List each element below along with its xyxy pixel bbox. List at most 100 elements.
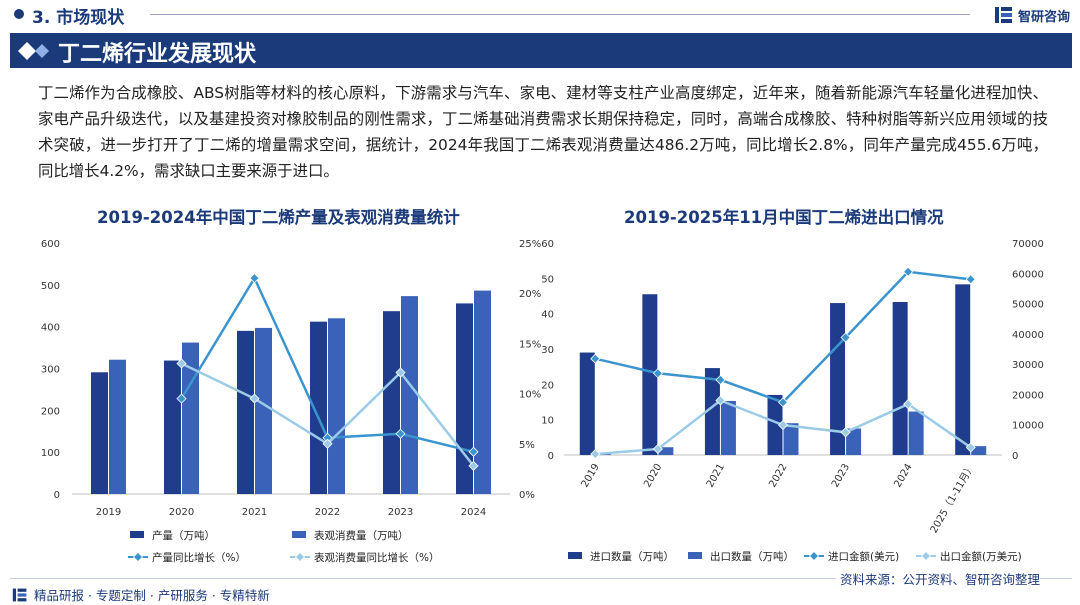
right-x-tick: 2020 <box>642 462 664 490</box>
title-banner: 丁二烯行业发展现状 <box>10 33 1072 68</box>
line-point <box>715 395 726 406</box>
left-x-tick: 2022 <box>315 507 340 518</box>
bar <box>237 330 254 494</box>
line-point <box>322 438 333 449</box>
line-point <box>249 393 260 404</box>
bar <box>579 352 595 455</box>
line-point <box>468 446 479 457</box>
right-y-tick: 30 <box>541 345 554 356</box>
legend-item-label: 表观消费量（万吨） <box>314 529 409 542</box>
legend-item-swatch <box>130 531 144 538</box>
right-y2-tick: 60000 <box>1012 269 1044 280</box>
bar <box>908 411 924 455</box>
bar <box>783 423 799 455</box>
line-point <box>590 353 601 364</box>
right-y-tick: 0 <box>548 451 554 462</box>
brand-logo-icon <box>994 7 1012 23</box>
bar <box>383 311 400 494</box>
top-divider <box>150 14 970 15</box>
line-point <box>903 266 914 277</box>
bar <box>892 302 908 455</box>
right-x-tick: 2022 <box>767 462 789 490</box>
bar <box>846 428 862 455</box>
right-y-tick: 10 <box>541 416 554 427</box>
legend-item-label: 产量同比增长（%） <box>152 551 246 564</box>
right-y2-tick: 20000 <box>1012 390 1044 401</box>
right-y2-tick: 0 <box>1012 451 1018 462</box>
left-x-tick: 2019 <box>96 507 121 518</box>
legend-item-swatch <box>292 531 306 538</box>
right-x-tick: 2023 <box>830 462 852 490</box>
legend-item-label: 进口数量（万吨） <box>590 550 674 563</box>
line-point <box>176 393 187 404</box>
bar <box>658 447 674 455</box>
section-dot-icon <box>14 9 24 19</box>
left-chart-title: 2019-2024年中国丁二烯产量及表观消费量统计 <box>97 208 460 227</box>
bar <box>164 360 181 494</box>
left-y2-tick: 0% <box>519 490 535 501</box>
left-y2-tick: 5% <box>519 440 535 451</box>
right-chart-title: 2019-2025年11月中国丁二烯进出口情况 <box>624 208 944 227</box>
left-y-tick: 200 <box>41 406 60 417</box>
line-point <box>777 419 789 431</box>
footer-logo-icon <box>12 588 27 601</box>
brand-name: 智研咨询 <box>1017 9 1070 25</box>
section-title: 3. 市场现状 <box>32 8 125 28</box>
right-x-tick: 2024 <box>892 462 914 490</box>
line-point <box>715 374 726 385</box>
left-x-tick: 2020 <box>169 507 194 518</box>
right-y2-tick: 50000 <box>1012 300 1044 311</box>
left-y2-tick: 20% <box>519 289 541 300</box>
legend-item-label: 进口金额(美元) <box>828 550 899 563</box>
line-point <box>468 460 479 471</box>
right-x-tick: 2019 <box>580 462 602 490</box>
right-y2-tick: 70000 <box>1012 239 1044 250</box>
bar <box>255 327 272 494</box>
footer-divider <box>10 578 1072 579</box>
bar <box>720 400 736 455</box>
legend-item-swatch <box>688 552 702 559</box>
legend-item-marker <box>294 551 306 563</box>
right-y2-tick: 30000 <box>1012 360 1044 371</box>
bar <box>328 318 345 494</box>
left-y-tick: 600 <box>41 239 60 250</box>
top-bar: 3. 市场现状 智研咨询 <box>0 0 1080 32</box>
left-y2-tick: 25% <box>519 239 541 250</box>
right-y2-tick: 10000 <box>1012 421 1044 432</box>
line-point <box>395 367 406 378</box>
left-y-tick: 500 <box>41 281 60 292</box>
right-y-tick: 60 <box>541 239 554 250</box>
left-y-tick: 0 <box>54 490 60 501</box>
brand: 智研咨询 <box>994 4 1070 26</box>
legend-item-label: 出口金额(万美元) <box>940 550 1022 563</box>
right-y2-tick: 40000 <box>1012 330 1044 341</box>
intro-paragraph: 丁二烯作为合成橡胶、ABS树脂等材料的核心原料，下游需求与汽车、家电、建材等支柱… <box>38 84 1048 180</box>
left-y-tick: 100 <box>41 448 60 459</box>
line-point <box>176 358 187 369</box>
right-y-tick: 20 <box>541 380 554 391</box>
left-y2-tick: 15% <box>519 339 541 350</box>
left-y2-tick: 10% <box>519 390 541 401</box>
line-point <box>840 427 851 438</box>
line-point <box>395 428 406 439</box>
footer-tagline: 精品研报 · 专题定制 · 产研服务 · 专精特新 <box>34 588 270 603</box>
bar <box>474 290 491 494</box>
line-point <box>777 397 789 408</box>
legend-item-marker <box>920 550 932 562</box>
left-y-tick: 300 <box>41 365 60 376</box>
footer-tagline-group: 精品研报 · 专题定制 · 产研服务 · 专精特新 <box>12 585 270 604</box>
legend-item-label: 表观消费量同比增长（%） <box>314 551 439 564</box>
left-y-tick: 400 <box>41 323 60 334</box>
source-note: 资料来源：公开资料、智研咨询整理 <box>835 569 1040 588</box>
line-point <box>249 273 260 284</box>
line-point <box>652 368 663 379</box>
legend-item-label: 产量（万吨） <box>152 529 215 542</box>
line-point <box>965 274 976 285</box>
legend-item-swatch <box>568 552 582 559</box>
banner-title: 丁二烯行业发展现状 <box>58 42 257 67</box>
bar <box>971 446 987 455</box>
line-point <box>590 449 601 460</box>
bar <box>704 368 720 455</box>
bar <box>109 359 126 494</box>
